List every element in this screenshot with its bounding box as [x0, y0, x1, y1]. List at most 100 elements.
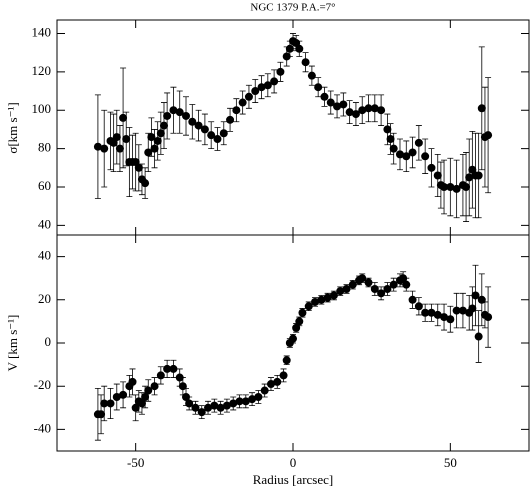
- data-point: [465, 173, 474, 182]
- data-point: [93, 142, 102, 151]
- data-point: [273, 377, 282, 386]
- data-point: [182, 111, 191, 120]
- data-point: [383, 125, 392, 134]
- data-point: [351, 110, 360, 119]
- data-point: [213, 135, 222, 144]
- data-point: [279, 371, 288, 380]
- data-point: [414, 302, 423, 311]
- data-point: [468, 304, 477, 313]
- y-tick-label: 0: [45, 334, 52, 349]
- data-point: [358, 106, 367, 115]
- data-point: [402, 280, 411, 289]
- y-tick-label: 40: [38, 216, 51, 231]
- data-point: [298, 308, 307, 317]
- data-point: [323, 293, 332, 302]
- data-point: [317, 295, 326, 304]
- data-point: [377, 106, 386, 115]
- data-point: [458, 306, 467, 315]
- data-point: [232, 106, 241, 115]
- data-point: [219, 129, 228, 138]
- data-point: [295, 317, 304, 326]
- data-point: [471, 291, 480, 300]
- data-point: [446, 183, 455, 192]
- data-point: [364, 278, 373, 287]
- data-point: [150, 382, 159, 391]
- data-point: [408, 295, 417, 304]
- data-point: [377, 289, 386, 298]
- data-point: [421, 152, 430, 161]
- data-point: [421, 308, 430, 317]
- data-point: [226, 115, 235, 124]
- data-point: [307, 71, 316, 80]
- data-point: [389, 280, 398, 289]
- data-point: [270, 77, 279, 86]
- data-point: [150, 144, 159, 153]
- data-point: [191, 403, 200, 412]
- data-point: [484, 131, 493, 140]
- data-point: [427, 163, 436, 172]
- data-point: [141, 179, 150, 188]
- data-point: [159, 121, 168, 130]
- data-point: [200, 125, 209, 134]
- data-point: [336, 287, 345, 296]
- data-point: [122, 135, 131, 144]
- data-point: [204, 403, 213, 412]
- data-point: [169, 106, 178, 115]
- data-point: [289, 334, 297, 343]
- data-point: [358, 274, 367, 283]
- y-tick-label: 100: [32, 101, 52, 116]
- x-tick-label: 0: [290, 455, 297, 470]
- data-point: [182, 393, 191, 401]
- data-point: [364, 104, 373, 113]
- data-point: [137, 399, 146, 408]
- data-point: [106, 399, 115, 408]
- data-point: [370, 104, 379, 113]
- data-point: [301, 58, 310, 67]
- data-point: [440, 313, 449, 322]
- data-point: [112, 393, 121, 401]
- data-point: [326, 98, 335, 107]
- data-point: [194, 121, 203, 130]
- data-point: [163, 111, 172, 120]
- data-point: [320, 92, 329, 101]
- data-point: [414, 138, 423, 147]
- data-point: [248, 395, 257, 404]
- data-point: [462, 183, 471, 192]
- data-point: [144, 148, 153, 157]
- data-point: [333, 102, 342, 111]
- data-point: [197, 408, 206, 417]
- data-point: [175, 373, 184, 382]
- data-point: [477, 104, 486, 113]
- data-point: [119, 113, 128, 122]
- y-tick-label: 80: [38, 140, 51, 155]
- data-point: [175, 108, 184, 117]
- data-point: [342, 285, 351, 293]
- y-tick-label: 60: [38, 178, 51, 193]
- data-point: [282, 356, 291, 365]
- data-point: [276, 67, 285, 76]
- data-point: [254, 393, 263, 401]
- data-point: [244, 92, 253, 101]
- data-point: [339, 100, 348, 109]
- data-point: [229, 399, 238, 408]
- data-point: [446, 315, 455, 324]
- data-point: [128, 377, 137, 386]
- data-point: [399, 274, 408, 283]
- y-axis-label: V [km s⁻¹]: [5, 315, 20, 372]
- data-point: [238, 98, 247, 107]
- data-point: [484, 313, 493, 322]
- data-point: [141, 393, 150, 401]
- data-point: [156, 371, 165, 380]
- data-point: [112, 133, 121, 142]
- data-point: [440, 183, 449, 192]
- data-point: [241, 397, 250, 406]
- data-point: [115, 144, 124, 153]
- y-axis-label: σ[km s⁻¹]: [5, 102, 20, 153]
- y-tick-label: 140: [32, 24, 52, 39]
- data-point: [119, 390, 128, 399]
- data-point: [153, 136, 162, 145]
- data-point: [282, 52, 291, 61]
- data-point: [260, 386, 269, 395]
